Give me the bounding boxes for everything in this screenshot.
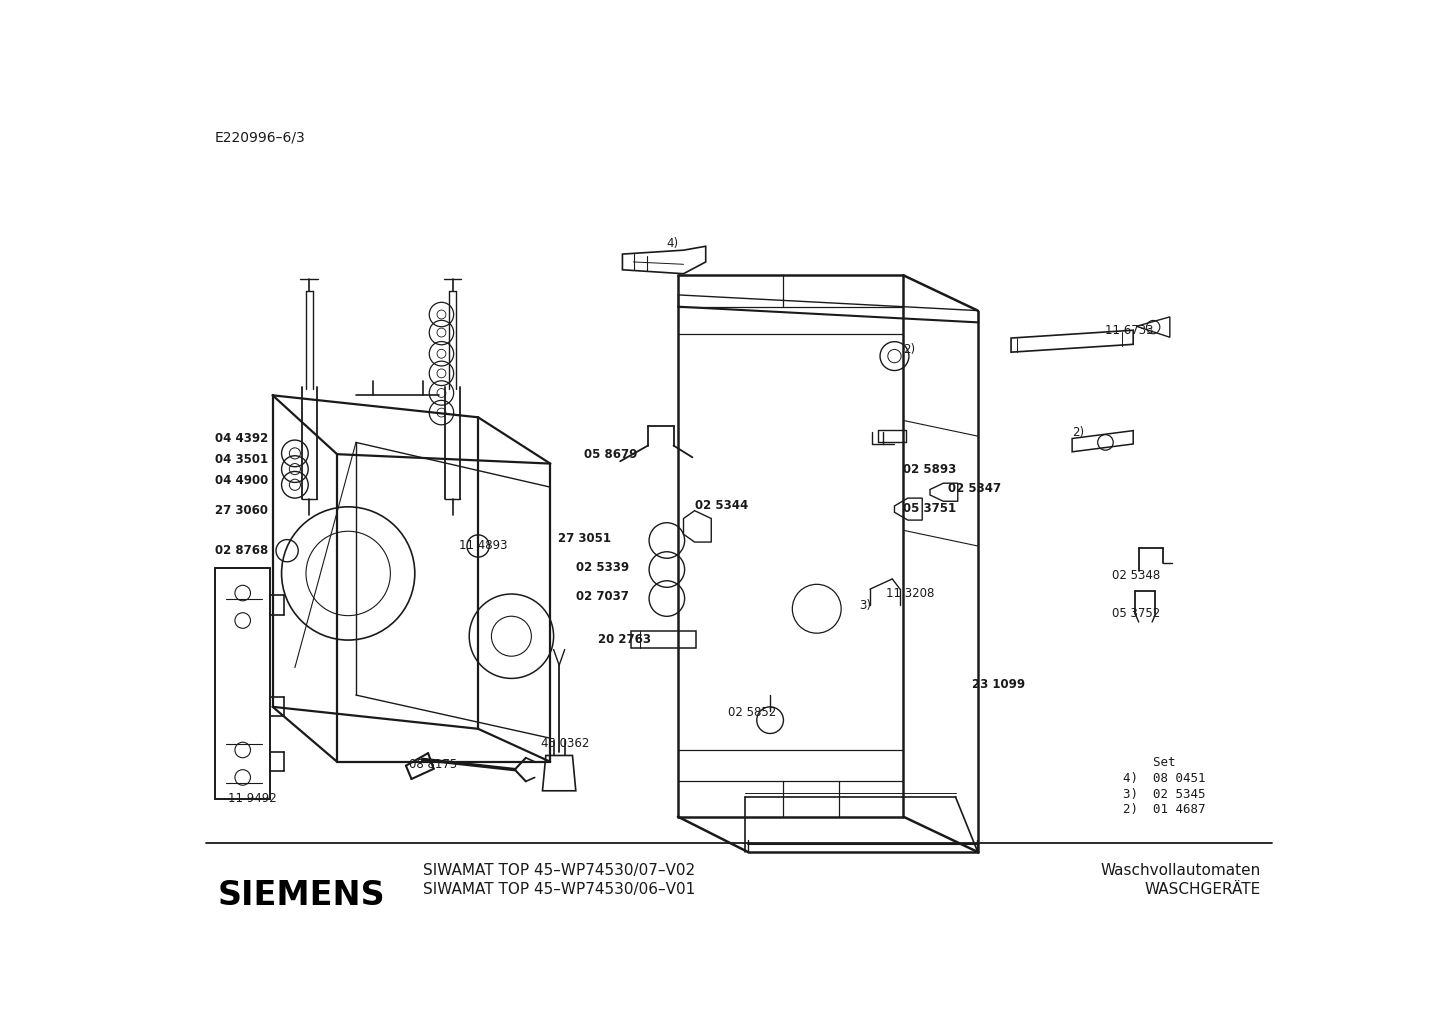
Text: WASCHGERÄTE: WASCHGERÄTE: [1145, 881, 1260, 897]
Text: 05 8679: 05 8679: [584, 447, 637, 461]
Text: 05 3752: 05 3752: [1112, 607, 1161, 620]
Text: 02 5348: 02 5348: [1112, 570, 1161, 582]
Text: 02 5339: 02 5339: [575, 561, 629, 575]
Text: 4): 4): [666, 237, 679, 251]
Text: 27 3060: 27 3060: [215, 504, 268, 518]
Text: 11 9492: 11 9492: [228, 792, 277, 805]
Text: E220996–6/3: E220996–6/3: [215, 130, 306, 145]
Text: 02 5893: 02 5893: [903, 463, 956, 476]
Text: 23 1099: 23 1099: [972, 678, 1025, 691]
Text: Waschvollautomaten: Waschvollautomaten: [1100, 863, 1260, 878]
Text: SIWAMAT TOP 45–WP74530/07–V02: SIWAMAT TOP 45–WP74530/07–V02: [423, 863, 695, 878]
Text: 02 8768: 02 8768: [215, 544, 268, 557]
Text: 45 0362: 45 0362: [541, 737, 590, 750]
Text: 02 5852: 02 5852: [728, 706, 776, 718]
Text: 02 7037: 02 7037: [575, 590, 629, 603]
Text: 08 8175: 08 8175: [410, 757, 457, 770]
Text: SIEMENS: SIEMENS: [218, 879, 385, 912]
Text: 2): 2): [903, 343, 916, 357]
Text: 05 3751: 05 3751: [903, 501, 956, 515]
Text: 2)  01 4687: 2) 01 4687: [1123, 803, 1206, 816]
Text: 3)  02 5345: 3) 02 5345: [1123, 788, 1206, 801]
Text: 11 4893: 11 4893: [459, 539, 508, 552]
Text: 04 3501: 04 3501: [215, 453, 268, 466]
Text: 11 3208: 11 3208: [885, 587, 934, 599]
Text: 02 5347: 02 5347: [947, 482, 1001, 495]
Text: 04 4392: 04 4392: [215, 432, 268, 445]
Text: 11 6733: 11 6733: [1106, 324, 1154, 336]
Text: 02 5344: 02 5344: [695, 498, 748, 512]
Text: 20 2763: 20 2763: [598, 633, 650, 646]
Text: Set: Set: [1123, 756, 1175, 769]
Text: SIWAMAT TOP 45–WP74530/06–V01: SIWAMAT TOP 45–WP74530/06–V01: [423, 881, 695, 897]
Text: 04 4900: 04 4900: [215, 475, 268, 487]
Text: 27 3051: 27 3051: [558, 532, 611, 544]
Text: 4)  08 0451: 4) 08 0451: [1123, 772, 1206, 785]
Text: 3): 3): [859, 599, 871, 612]
Text: 2): 2): [1073, 427, 1084, 439]
